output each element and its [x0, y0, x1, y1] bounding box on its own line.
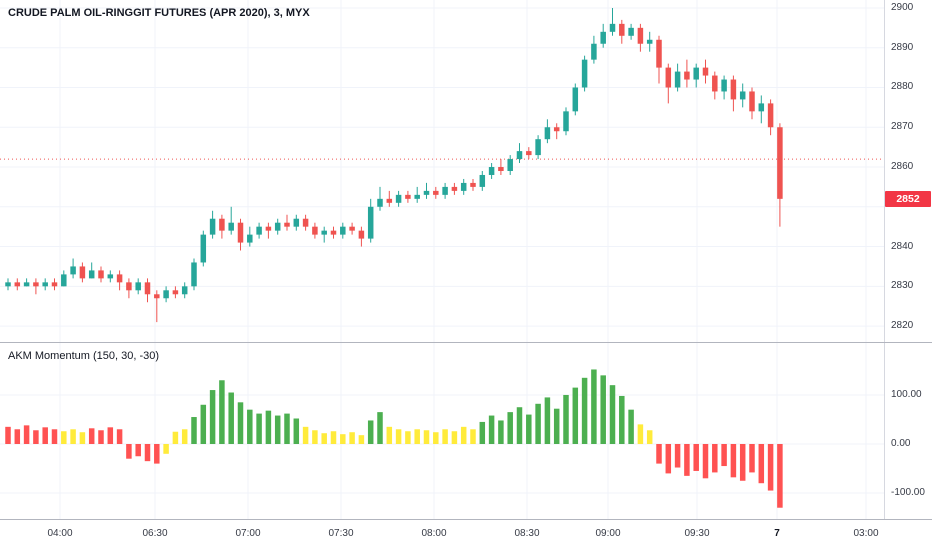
price-axis-label: 2820: [891, 320, 914, 332]
time-axis-border: [0, 519, 932, 520]
price-axis-label: 2860: [891, 161, 914, 173]
indicator-axis-label: 0.00: [891, 437, 911, 449]
indicator-grid: [0, 343, 884, 519]
indicator-axis-label: -100.00: [891, 487, 925, 499]
indicator-axis-label: 100.00: [891, 388, 922, 400]
histogram-series: [5, 369, 783, 508]
chart-title: CRUDE PALM OIL-RINGGIT FUTURES (APR 2020…: [8, 7, 310, 19]
momentum-histogram: [0, 343, 884, 519]
indicator-pane[interactable]: [0, 343, 884, 519]
price-axis[interactable]: 2820 2830 2840 2860 2870 2880 2890 2900 100.00 0.…: [885, 0, 932, 519]
time-axis-label: 09:00: [595, 528, 621, 539]
pane-divider[interactable]: [0, 342, 932, 343]
price-axis-label: 2900: [891, 1, 914, 13]
last-price-tag: 2852: [885, 190, 931, 207]
time-axis-label: 08:30: [514, 528, 540, 539]
time-axis-label: 03:00: [853, 528, 879, 539]
time-axis-label: 09:30: [684, 528, 710, 539]
price-pane[interactable]: [0, 0, 884, 342]
price-axis-label: 2870: [891, 121, 914, 133]
indicator-title: AKM Momentum (150, 30, -30): [8, 350, 160, 362]
time-axis-label: 07:30: [328, 528, 354, 539]
price-axis-label: 2880: [891, 81, 914, 93]
price-axis-border: [884, 0, 885, 519]
time-axis[interactable]: 04:00 06:30 07:00 07:30 08:00 08:30 09:00 09:30…: [0, 520, 932, 550]
time-axis-label: 08:00: [421, 528, 447, 539]
price-axis-label: 2840: [891, 240, 914, 252]
time-axis-label: 7: [774, 528, 780, 539]
time-axis-label: 04:00: [47, 528, 73, 539]
candlestick-chart: [0, 0, 884, 342]
time-axis-label: 07:00: [235, 528, 261, 539]
price-axis-label: 2890: [891, 41, 914, 53]
candle-series: [5, 7, 783, 323]
price-axis-label: 2830: [891, 280, 914, 292]
time-axis-label: 06:30: [142, 528, 168, 539]
price-grid: [0, 0, 884, 342]
